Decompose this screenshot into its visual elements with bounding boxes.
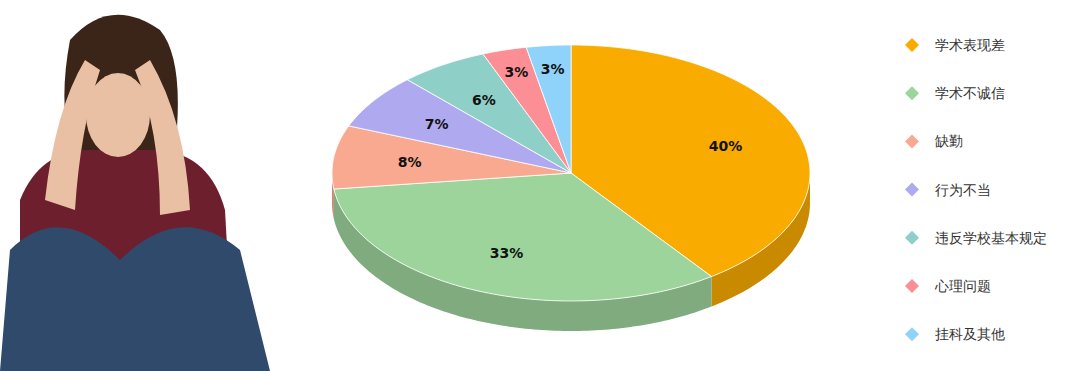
legend-label: 学术表现差 — [935, 37, 1005, 53]
legend-marker — [905, 279, 919, 293]
data-label: 7% — [425, 116, 449, 132]
legend: 学术表现差学术不诚信缺勤行为不当违反学校基本规定心理问题挂科及其他 — [905, 37, 1047, 342]
legend-marker — [905, 327, 919, 341]
legend-label: 挂科及其他 — [935, 326, 1005, 342]
legend-label: 违反学校基本规定 — [935, 230, 1047, 246]
data-label: 33% — [490, 245, 524, 261]
legend-marker — [905, 86, 919, 100]
slice — [334, 173, 712, 301]
pie-slices — [332, 45, 810, 301]
slice — [526, 45, 571, 173]
face — [86, 73, 150, 157]
legend-label: 缺勤 — [935, 133, 963, 149]
arm-left — [45, 60, 100, 210]
legend-label: 行为不当 — [935, 182, 991, 198]
legend-marker — [905, 183, 919, 197]
pie — [332, 45, 810, 331]
data-label: 6% — [472, 92, 496, 108]
legend-marker — [905, 38, 919, 52]
data-label: 40% — [709, 138, 743, 154]
arm-right — [135, 60, 190, 215]
data-label: 3% — [541, 61, 565, 77]
data-label: 3% — [504, 64, 528, 80]
legend-marker — [905, 231, 919, 245]
person-illustration — [0, 15, 270, 371]
jeans — [0, 227, 270, 371]
legend-label: 心理问题 — [934, 278, 991, 294]
legend-marker — [905, 134, 919, 148]
data-labels: 40% 33% 8% 7% 6% 3% 3% — [398, 61, 742, 261]
data-label: 8% — [398, 154, 422, 170]
legend-label: 学术不诚信 — [935, 85, 1005, 101]
